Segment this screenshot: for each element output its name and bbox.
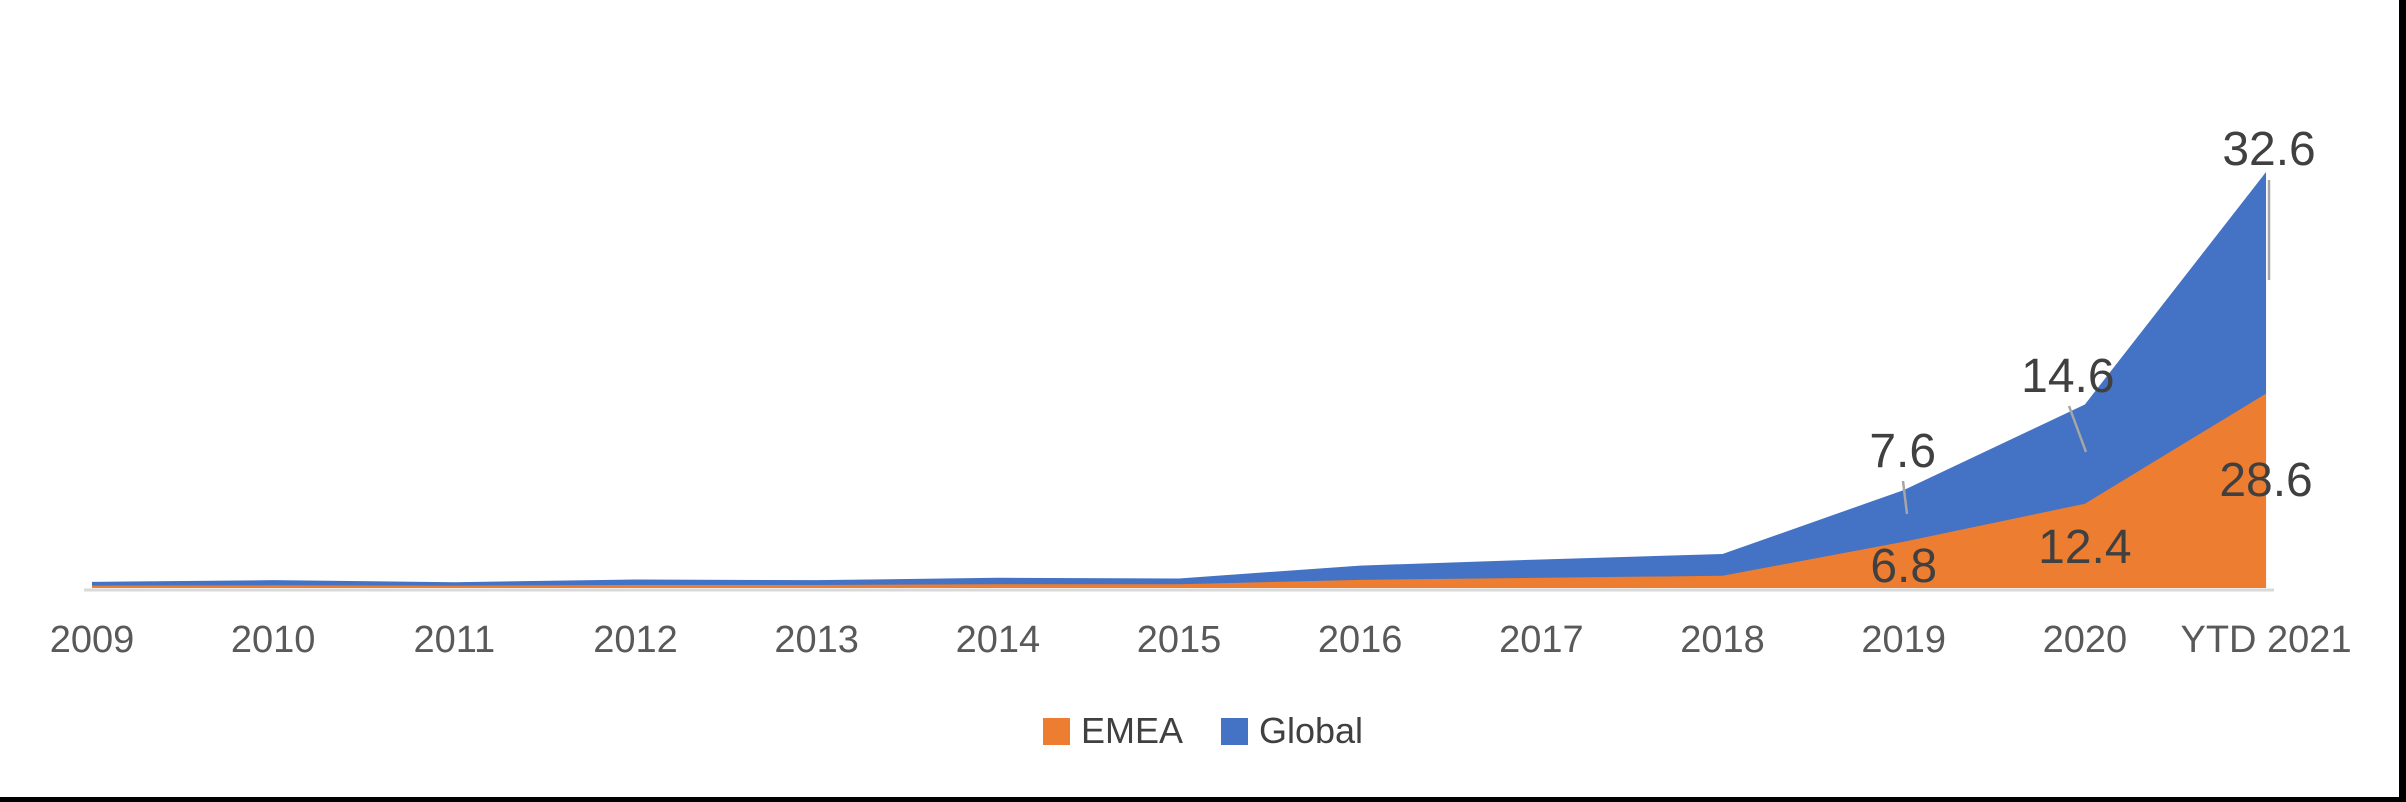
x-tick-label: 2016 <box>1318 619 1403 661</box>
x-tick-label: 2014 <box>956 619 1041 661</box>
data-label-leader-line <box>1901 480 1909 515</box>
x-tick-label: 2018 <box>1680 619 1765 661</box>
legend-label-emea: EMEA <box>1080 710 1183 751</box>
x-tick-label: 2013 <box>774 619 859 661</box>
data-label: 6.8 <box>1870 540 1937 593</box>
x-tick-label: 2017 <box>1499 619 1584 661</box>
legend-item-global: Global <box>1220 710 1364 751</box>
data-label: 32.6 <box>2222 123 2315 176</box>
x-tick-label: 2011 <box>413 619 495 661</box>
legend-swatch-global-icon <box>1220 717 1248 745</box>
data-label: 28.6 <box>2219 454 2312 507</box>
x-tick-label: 2010 <box>231 619 316 661</box>
x-tick-label: 2012 <box>593 619 678 661</box>
data-label: 7.6 <box>1869 425 1936 478</box>
x-tick-label: 2015 <box>1137 619 1222 661</box>
area-series-global <box>92 172 2267 588</box>
area-series-emea <box>92 393 2267 588</box>
x-tick-label: 2009 <box>50 619 135 661</box>
data-label: 12.4 <box>2038 521 2131 574</box>
x-tick-label: 2020 <box>2043 619 2128 661</box>
legend-label-global: Global <box>1258 710 1364 751</box>
screenshot-border-bottom <box>0 797 2406 802</box>
chart-legend: EMEA Global <box>0 705 2406 757</box>
legend-swatch-emea-icon <box>1042 717 1070 745</box>
x-tick-label: YTD 2021 <box>2180 619 2351 661</box>
data-label: 14.6 <box>2021 350 2114 403</box>
screenshot-border-right <box>2399 0 2406 802</box>
data-label-leader-line <box>2067 405 2088 453</box>
legend-item-emea: EMEA <box>1042 710 1183 751</box>
x-tick-label: 2019 <box>1861 619 1946 661</box>
